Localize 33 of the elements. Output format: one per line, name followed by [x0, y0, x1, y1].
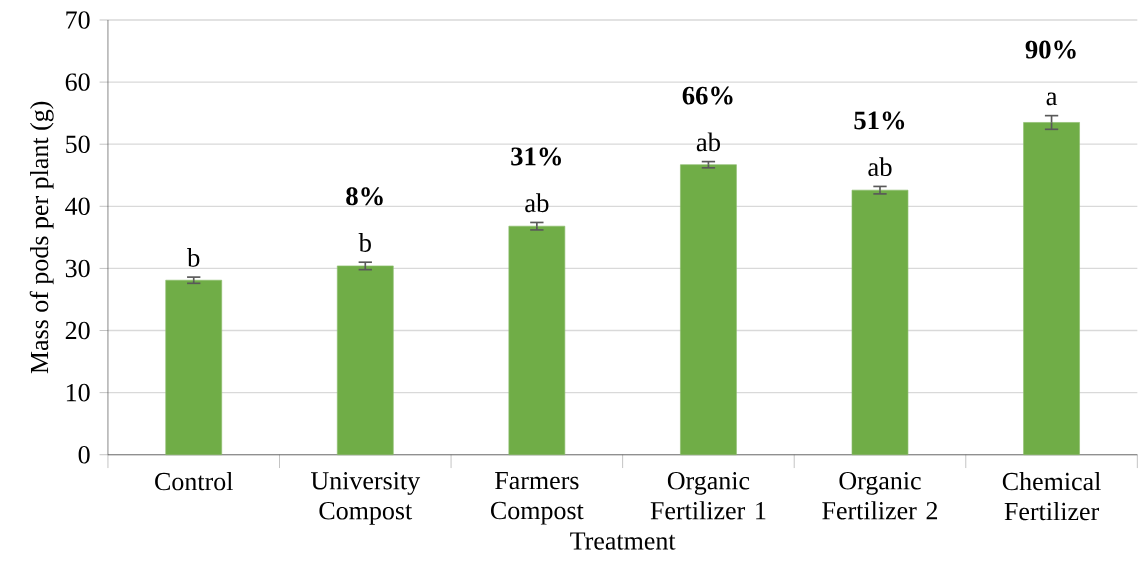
y-tick-label: 30	[65, 259, 90, 278]
x-axis-title: Treatment	[570, 532, 676, 550]
y-tick-label: 50	[66, 135, 90, 154]
y-tick-label: 60	[65, 73, 90, 92]
bar	[851, 189, 909, 456]
annotation: b	[358, 233, 371, 253]
y-tick-label: 0	[78, 446, 90, 464]
y-tick-label: 70	[66, 11, 90, 29]
annotation: ab	[525, 193, 549, 213]
bar	[165, 280, 223, 456]
x-tick-label: Organic Fertilizer 1	[650, 472, 766, 520]
annotation: 51%	[854, 111, 905, 130]
y-axis-title: Mass of pods per plant (g)	[29, 101, 54, 374]
bar	[680, 164, 737, 456]
annotation: b	[187, 248, 200, 267]
x-tick-label: Organic Fertilizer 2	[822, 472, 938, 520]
y-tick-label: 10	[66, 384, 90, 402]
bar	[336, 265, 394, 456]
x-tick-label: Control	[155, 472, 233, 491]
bar	[1023, 122, 1080, 456]
bar	[508, 226, 566, 456]
annotation: a	[1046, 92, 1058, 106]
annotation: 90%	[1025, 40, 1076, 59]
annotation: 31%	[511, 147, 561, 166]
x-tick-label: Chemical Fertilizer	[1002, 472, 1101, 521]
x-tick-label: Farmers Compost	[491, 472, 584, 525]
annotation: 66%	[682, 86, 733, 105]
annotation: 8%	[346, 187, 383, 206]
y-tick-label: 20	[65, 321, 90, 340]
y-tick-label: 40	[65, 197, 90, 216]
annotation: ab	[696, 132, 720, 152]
x-tick-label: University Compost	[310, 472, 421, 525]
annotation: ab	[868, 157, 892, 177]
